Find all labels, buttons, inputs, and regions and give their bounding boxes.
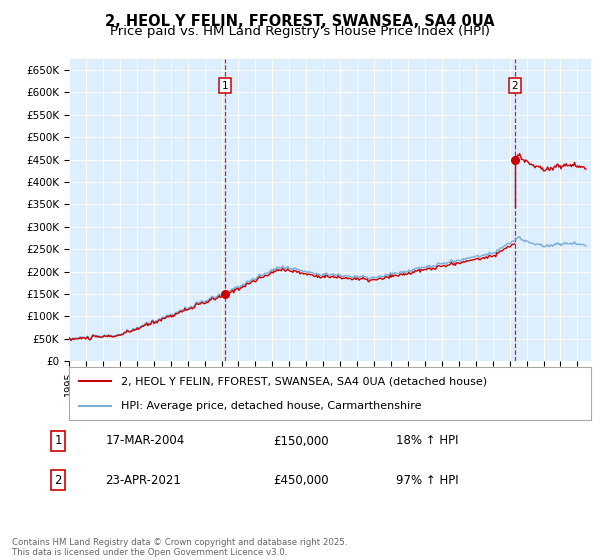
Text: £450,000: £450,000	[273, 474, 329, 487]
Text: 18% ↑ HPI: 18% ↑ HPI	[396, 435, 458, 447]
Text: 2: 2	[512, 81, 518, 91]
Text: HPI: Average price, detached house, Carmarthenshire: HPI: Average price, detached house, Carm…	[121, 400, 422, 410]
Text: Contains HM Land Registry data © Crown copyright and database right 2025.
This d: Contains HM Land Registry data © Crown c…	[12, 538, 347, 557]
Text: £150,000: £150,000	[273, 435, 329, 447]
Text: 1: 1	[222, 81, 229, 91]
Text: 97% ↑ HPI: 97% ↑ HPI	[396, 474, 458, 487]
Text: 2, HEOL Y FELIN, FFOREST, SWANSEA, SA4 0UA (detached house): 2, HEOL Y FELIN, FFOREST, SWANSEA, SA4 0…	[121, 376, 487, 386]
Text: 17-MAR-2004: 17-MAR-2004	[106, 435, 185, 447]
Text: Price paid vs. HM Land Registry's House Price Index (HPI): Price paid vs. HM Land Registry's House …	[110, 25, 490, 38]
Text: 23-APR-2021: 23-APR-2021	[106, 474, 181, 487]
Text: 2: 2	[55, 474, 62, 487]
Text: 2, HEOL Y FELIN, FFOREST, SWANSEA, SA4 0UA: 2, HEOL Y FELIN, FFOREST, SWANSEA, SA4 0…	[105, 14, 495, 29]
Text: 1: 1	[55, 435, 62, 447]
